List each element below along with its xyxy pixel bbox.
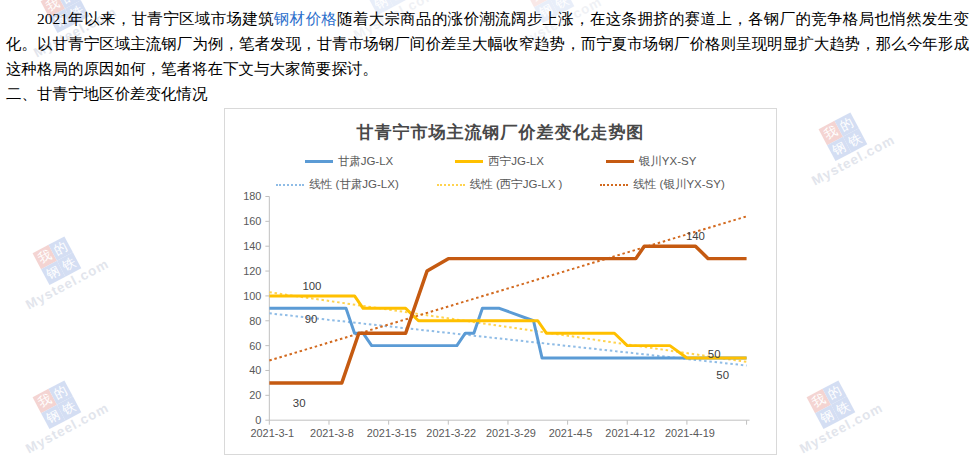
y-tick-label: 80 bbox=[249, 315, 261, 327]
y-tick-label: 100 bbox=[243, 290, 261, 302]
mysteel-logo-icon: 我的钢铁 bbox=[33, 236, 82, 285]
mysteel-logo-icon: 我的钢铁 bbox=[33, 380, 82, 429]
mysteel-watermark-text: Mysteel.com bbox=[809, 126, 908, 188]
series-银川YX-SY bbox=[269, 246, 746, 383]
mysteel-watermark: 我的钢铁Mysteel.com bbox=[780, 363, 896, 457]
data-label: 90 bbox=[305, 313, 318, 325]
legend-label: 甘肃JG-LX bbox=[338, 154, 394, 169]
legend-label: 线性 (银川YX-SY) bbox=[633, 177, 724, 192]
legend-item: 银川YX-SY bbox=[606, 154, 697, 169]
x-tick-label: 2021-3-22 bbox=[426, 427, 476, 439]
legend-line-icon bbox=[455, 160, 483, 163]
y-tick-label: 40 bbox=[249, 364, 261, 376]
y-tick-label: 0 bbox=[255, 414, 261, 426]
legend-dotted-line-icon bbox=[437, 184, 465, 186]
legend-dotted-line-icon bbox=[600, 184, 628, 186]
y-tick-label: 60 bbox=[249, 340, 261, 352]
legend-item: 线性 (西宁JG-LX ) bbox=[437, 177, 563, 192]
legend-label: 西宁JG-LX bbox=[488, 154, 544, 169]
mysteel-watermark: 我的钢铁Mysteel.com bbox=[792, 95, 908, 189]
article-body: 2021年以来，甘青宁区域市场建筑钢材价格随着大宗商品的涨价潮流阔步上涨，在这条… bbox=[6, 6, 969, 106]
steel-price-link[interactable]: 钢材价格 bbox=[274, 10, 337, 27]
legend-label: 银川YX-SY bbox=[639, 154, 697, 169]
legend-dotted-line-icon bbox=[276, 184, 304, 186]
x-tick-label: 2021-3-29 bbox=[486, 427, 536, 439]
legend-item: 西宁JG-LX bbox=[455, 154, 544, 169]
series-线性 (西宁JG-LX ) bbox=[269, 292, 746, 362]
x-tick-label: 2021-4-12 bbox=[605, 427, 655, 439]
legend-label: 线性 (甘肃JG-LX) bbox=[309, 177, 398, 192]
data-label: 50 bbox=[708, 348, 721, 360]
legend-label: 线性 (西宁JG-LX ) bbox=[470, 177, 563, 192]
series-线性 (银川YX-SY) bbox=[269, 216, 746, 360]
mysteel-watermark: 我的钢铁Mysteel.com bbox=[6, 219, 122, 313]
section-heading: 二、甘青宁地区价差变化情况 bbox=[6, 81, 969, 106]
data-label: 140 bbox=[686, 230, 705, 242]
x-tick-label: 2021-3-15 bbox=[367, 427, 417, 439]
article-page: 我的钢铁Mysteel.com 我的钢铁Mysteel.com 我的钢铁Myst… bbox=[0, 0, 975, 463]
mysteel-logo-icon: 我的钢铁 bbox=[819, 112, 868, 161]
data-label: 30 bbox=[293, 397, 306, 409]
data-label: 50 bbox=[716, 369, 729, 381]
paragraph-text: 2021年以来，甘青宁区域市场建筑 bbox=[37, 10, 274, 27]
y-tick-label: 140 bbox=[243, 240, 261, 252]
x-tick-label: 2021-3-8 bbox=[310, 427, 354, 439]
legend-item: 甘肃JG-LX bbox=[305, 154, 394, 169]
mysteel-logo-icon: 我的钢铁 bbox=[807, 380, 856, 429]
y-tick-label: 180 bbox=[243, 190, 261, 202]
mysteel-watermark-text: Mysteel.com bbox=[797, 394, 896, 456]
y-tick-label: 20 bbox=[249, 389, 261, 401]
chart-legend-linear: 线性 (甘肃JG-LX) 线性 (西宁JG-LX ) 线性 (银川YX-SY) bbox=[225, 177, 776, 192]
y-tick-label: 160 bbox=[243, 215, 261, 227]
series-西宁JG-LX bbox=[269, 296, 746, 358]
y-tick-label: 120 bbox=[243, 265, 261, 277]
data-label: 100 bbox=[302, 280, 321, 292]
legend-item: 线性 (银川YX-SY) bbox=[600, 177, 724, 192]
x-tick-label: 2021-4-5 bbox=[549, 427, 593, 439]
intro-paragraph: 2021年以来，甘青宁区域市场建筑钢材价格随着大宗商品的涨价潮流阔步上涨，在这条… bbox=[6, 6, 969, 81]
chart-legend-solid: 甘肃JG-LX 西宁JG-LX 银川YX-SY bbox=[225, 154, 776, 169]
legend-item: 线性 (甘肃JG-LX) bbox=[276, 177, 398, 192]
chart-title: 甘青宁市场主流钢厂价差变化走势图 bbox=[225, 121, 776, 144]
x-tick-label: 2021-4-19 bbox=[665, 427, 715, 439]
mysteel-watermark-text: Mysteel.com bbox=[23, 394, 122, 456]
x-tick-label: 2021-3-1 bbox=[250, 427, 294, 439]
legend-line-icon bbox=[606, 160, 634, 163]
legend-line-icon bbox=[305, 160, 333, 163]
mysteel-watermark: 我的钢铁Mysteel.com bbox=[6, 363, 122, 457]
mysteel-watermark-text: Mysteel.com bbox=[23, 250, 122, 312]
price-spread-chart: 甘青宁市场主流钢厂价差变化走势图 甘肃JG-LX 西宁JG-LX 银川YX-SY 线… bbox=[224, 108, 777, 455]
